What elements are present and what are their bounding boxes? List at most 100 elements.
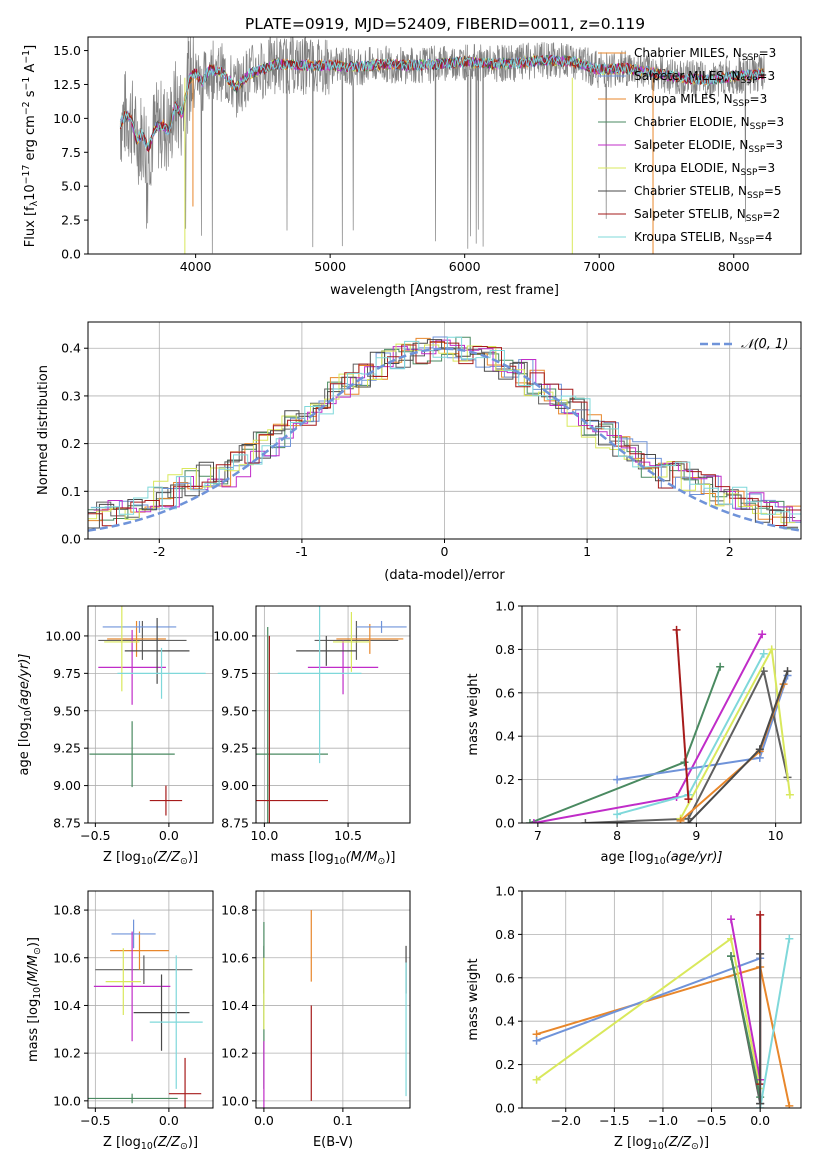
legend-suffix: =3 <box>757 69 775 83</box>
label-part: Z [log <box>103 1135 141 1150</box>
y-tick-label: 10.00 <box>213 628 249 643</box>
weight-marker <box>680 758 689 767</box>
weight-series-8 <box>675 629 690 800</box>
legend-label: Salpeter STELIB, NSSP=2 <box>634 207 780 224</box>
y-tick-label: 10.6 <box>53 950 81 965</box>
y-tick-label: 8.75 <box>221 816 249 831</box>
legend-sub: SSP <box>741 168 758 178</box>
legend-sub: SSP <box>746 214 763 224</box>
x-tick-label: −1.0 <box>648 1113 678 1128</box>
x-axis-label: (data-model)/error <box>384 568 505 583</box>
weight-marker <box>532 1036 541 1045</box>
x-axis-label: Z [log10(Z/Z⊙)] <box>103 850 198 867</box>
label-part: ⊙ <box>32 947 43 955</box>
x-tick-label: 6000 <box>449 259 481 274</box>
y-tick-label: 9.25 <box>221 741 249 756</box>
plot-area <box>256 606 407 823</box>
x-tick-label: -1 <box>296 544 308 559</box>
label-part: age [log <box>601 850 654 865</box>
residuals-axes: -2 -1 0 1 2 0.0 0.1 0.2 0.3 0.4 𝒩(0, 1) (data-model… <box>36 321 807 583</box>
axes-frame <box>255 890 411 1109</box>
grid-lines <box>256 891 410 1108</box>
x-tick-label: 10.5 <box>334 828 362 843</box>
legend-sub: SSP <box>733 99 750 109</box>
residual-histogram-9 <box>94 341 807 524</box>
label-part: A <box>23 64 38 77</box>
label-part: ] <box>23 45 38 50</box>
axes-frame <box>87 605 214 824</box>
legend-sub: SSP <box>750 122 767 132</box>
legend-label: 𝒩(0, 1) <box>741 337 788 352</box>
residual-histogram-3 <box>90 336 801 523</box>
y-tick-label: 9.75 <box>221 666 249 681</box>
y-tick-label: 10.4 <box>221 998 249 1013</box>
weight-marker <box>525 819 534 823</box>
y-tick-label: 1.0 <box>495 599 515 614</box>
x-tick-label: −2.0 <box>551 1113 581 1128</box>
label-part: −17 <box>21 165 32 185</box>
weight-series-6 <box>679 683 785 822</box>
y-tick-label: 12.5 <box>53 77 81 92</box>
y-tick-label: 10.0 <box>53 1093 81 1108</box>
weight-marker <box>727 952 736 961</box>
y-tick-label: 0.0 <box>61 532 81 547</box>
mass-vs-z-axes: −0.5 0.010.010.210.410.610.8Z [log10(Z/Z⊙… <box>26 890 214 1152</box>
weight-marker <box>676 816 685 823</box>
plot-area <box>525 625 794 823</box>
charts-layer: 4000 5000 6000 7000 80000.02.55.07.510.012.5… <box>17 36 807 1152</box>
y-axis-label: age [log10(age/yr)] <box>17 654 34 776</box>
label-part: 10 <box>141 1141 153 1152</box>
label-part: 10 <box>32 987 43 999</box>
plot-area <box>88 919 203 1108</box>
x-tick-label: 7000 <box>583 259 615 274</box>
x-tick-label: −0.5 <box>80 1113 110 1128</box>
y-tick-label: 9.75 <box>53 666 81 681</box>
label-part: λ <box>29 200 40 206</box>
x-tick-label: 7 <box>534 828 542 843</box>
y-tick-label: 0.8 <box>495 642 515 657</box>
gaussian-curve <box>88 347 801 532</box>
axes-frame <box>87 36 802 255</box>
residual-histogram-6 <box>88 339 799 529</box>
mass-vs-ebv-axes: 0.0 0.1 10.0 10.2 10.4 10.6 10.8 E(B-V) <box>221 890 411 1150</box>
legend-text: Chabrier MILES, N <box>634 46 742 60</box>
weight-marker <box>758 630 767 639</box>
x-axis-label: age [log10(age/yr)] <box>601 850 723 867</box>
model-spectrum-6 <box>119 54 765 153</box>
y-tick-label: 0.0 <box>495 1101 515 1116</box>
label-part: mass [log <box>26 999 41 1062</box>
y-axis-label: Normed distribution <box>36 365 51 495</box>
weight-series-3 <box>585 668 789 823</box>
legend-suffix: =4 <box>755 230 773 244</box>
x-tick-label: 8 <box>613 828 621 843</box>
x-tick-label: 2 <box>726 544 734 559</box>
y-tick-label: 0.2 <box>495 772 515 787</box>
x-tick-label: 0.0 <box>750 1113 770 1128</box>
label-part: 10 <box>334 856 346 867</box>
legend-suffix: =3 <box>759 46 777 60</box>
weight-marker <box>785 1101 794 1108</box>
y-tick-label: 10.8 <box>53 903 81 918</box>
label-part: (Z/Z <box>153 1135 181 1150</box>
weight-series-2 <box>616 675 789 781</box>
weight-marker <box>785 934 794 943</box>
legend-suffix: =3 <box>765 138 783 152</box>
y-axis-label: mass weight <box>466 958 481 1040</box>
label-part: s <box>23 90 38 101</box>
weight-series-6 <box>730 955 762 1098</box>
residual-histogram-8 <box>90 336 801 515</box>
legend-label: Kroupa ELODIE, NSSP=3 <box>634 161 775 178</box>
weight-marker <box>759 649 768 658</box>
label-part: )] <box>699 1135 709 1150</box>
x-tick-label: 8000 <box>718 259 750 274</box>
x-tick-label: -2 <box>153 544 165 559</box>
y-tick-label: 9.50 <box>221 703 249 718</box>
y-tick-label: 10.0 <box>221 1093 249 1108</box>
residual-histogram-0 <box>88 347 796 518</box>
legend-text: Chabrier ELODIE, N <box>634 115 750 129</box>
label-part: (Z/Z <box>664 1135 692 1150</box>
weight-marker <box>532 1075 541 1084</box>
x-tick-label: 0 <box>441 544 449 559</box>
